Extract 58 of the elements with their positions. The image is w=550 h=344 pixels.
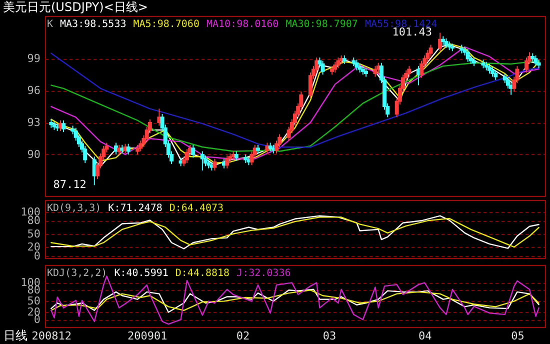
x-tick-label: 200901 — [127, 330, 168, 342]
x-tick-label: 05 — [511, 330, 524, 342]
candlestick — [336, 57, 340, 69]
x-tick-label: 04 — [418, 330, 432, 342]
candlestick — [184, 148, 189, 164]
text: MA3:98.5533 — [60, 19, 126, 30]
x-tick-label: 200812 — [32, 330, 72, 342]
candlestick — [354, 59, 359, 71]
y-tick-label: 0 — [34, 313, 40, 326]
candlestick — [444, 38, 448, 48]
series-label: K:71.2478 — [108, 203, 162, 214]
y-tick-label: 50 — [27, 227, 40, 240]
series-label: K:40.5991 — [114, 268, 168, 279]
x-tick-label: 02 — [236, 330, 250, 342]
y-tick-label: 80 — [27, 284, 40, 297]
candlestick — [333, 61, 338, 73]
chart-title: KD(9,3,3) — [47, 203, 102, 214]
series-label: D:64.4073 — [169, 203, 224, 214]
series-label: J:32.0336 — [236, 268, 291, 279]
text: MA30:98.7907 — [286, 19, 358, 30]
candlestick — [373, 66, 378, 78]
candlestick — [320, 60, 325, 76]
x-tick-label: 03 — [322, 330, 336, 342]
candlestick — [407, 66, 412, 78]
candlestick — [126, 143, 130, 155]
annotation: 101.43 — [392, 26, 432, 39]
candlestick — [212, 158, 217, 171]
candlestick — [265, 142, 270, 154]
annotation: K — [47, 19, 54, 30]
y-tick-label: 93 — [27, 116, 40, 130]
candlestick — [191, 144, 196, 158]
y-tick-label: 50 — [27, 294, 40, 308]
candlestick — [225, 155, 230, 169]
y-tick-label: 0 — [34, 249, 40, 262]
candlestick — [487, 63, 492, 74]
y-tick-label: 99 — [27, 52, 40, 66]
candlestick — [62, 120, 66, 133]
candlestick — [490, 66, 495, 78]
text: MA10:98.0160 — [206, 19, 279, 30]
y-tick-label: 80 — [27, 214, 40, 228]
y-tick-label: 96 — [27, 84, 40, 98]
candlestick — [117, 144, 122, 155]
y-tick-label: 90 — [27, 148, 40, 161]
annotation: 87.12 — [53, 178, 86, 192]
candlestick — [200, 150, 204, 171]
text: D:44.8818 — [175, 268, 230, 279]
candlestick — [494, 70, 498, 80]
candlestick — [136, 144, 140, 155]
text: MA5:98.7060 — [133, 19, 200, 30]
x-axis-title: 日线 — [4, 328, 28, 342]
candlestick — [234, 150, 238, 162]
candlestick — [438, 32, 442, 52]
candlestick — [157, 108, 162, 126]
chart-title: 美元日元(USDJPY)<日线> — [3, 0, 148, 14]
candlestick — [534, 54, 538, 67]
chart-title: KDJ(3,2,2) — [47, 268, 108, 279]
candlestick — [466, 48, 470, 62]
candlestick — [203, 155, 208, 167]
